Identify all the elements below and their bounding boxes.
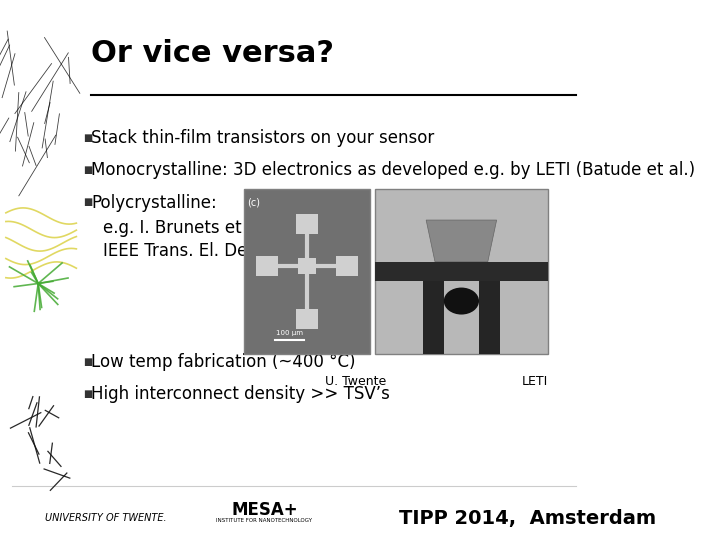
FancyBboxPatch shape — [244, 189, 370, 354]
Text: Stack thin-film transistors on your sensor: Stack thin-film transistors on your sens… — [91, 129, 434, 147]
Bar — [479, 281, 500, 354]
Bar — [336, 255, 358, 276]
Bar — [374, 262, 548, 281]
Text: 100 μm: 100 μm — [276, 330, 303, 336]
Text: IEEE Trans. El. Dev. 2009: IEEE Trans. El. Dev. 2009 — [103, 242, 308, 260]
Text: Polycrystalline:: Polycrystalline: — [91, 193, 217, 212]
Text: ■: ■ — [84, 165, 93, 175]
Text: High interconnect density >> TSV’s: High interconnect density >> TSV’s — [91, 385, 390, 403]
Bar — [374, 189, 548, 354]
Text: INSTITUTE FOR NANOTECHNOLOGY: INSTITUTE FOR NANOTECHNOLOGY — [216, 517, 312, 523]
Text: ■: ■ — [84, 133, 93, 143]
Text: Low temp fabrication (~400 °C): Low temp fabrication (~400 °C) — [91, 353, 356, 371]
Text: Or vice versa?: Or vice versa? — [91, 38, 334, 68]
Text: ■: ■ — [84, 198, 93, 207]
Text: LETI: LETI — [521, 375, 548, 388]
Text: UNIVERSITY OF TWENTE.: UNIVERSITY OF TWENTE. — [45, 514, 166, 523]
Text: TIPP 2014,  Amsterdam: TIPP 2014, Amsterdam — [400, 509, 657, 528]
Text: Monocrystalline: 3D electronics as developed e.g. by LETI (Batude et al.): Monocrystalline: 3D electronics as devel… — [91, 161, 696, 179]
Bar — [423, 281, 444, 354]
Text: U. Twente: U. Twente — [325, 375, 386, 388]
Bar — [256, 255, 278, 276]
Bar — [298, 258, 315, 274]
Ellipse shape — [444, 287, 479, 314]
Text: MESA+: MESA+ — [231, 501, 297, 519]
Text: e.g. I. Brunets et al.,: e.g. I. Brunets et al., — [103, 219, 272, 237]
Text: ■: ■ — [84, 389, 93, 399]
Text: ■: ■ — [84, 357, 93, 367]
Polygon shape — [426, 220, 497, 261]
Text: (c): (c) — [247, 197, 261, 207]
Bar — [296, 213, 318, 234]
Bar — [296, 309, 318, 329]
